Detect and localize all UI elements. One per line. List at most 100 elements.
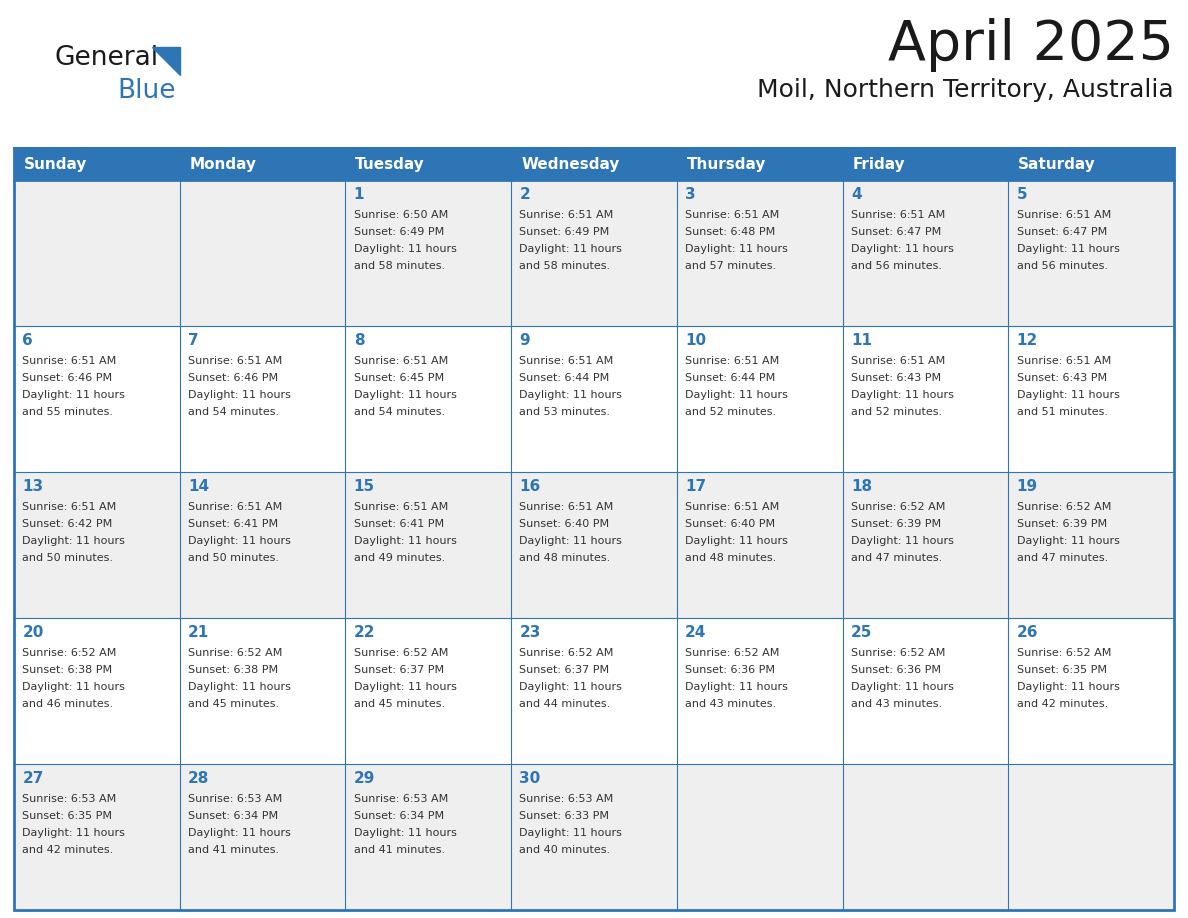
Text: Sunset: 6:39 PM: Sunset: 6:39 PM (851, 519, 941, 529)
Text: and 58 minutes.: and 58 minutes. (354, 261, 444, 271)
Text: Sunrise: 6:51 AM: Sunrise: 6:51 AM (1017, 356, 1111, 366)
Text: 4: 4 (851, 187, 861, 202)
Text: Sunset: 6:43 PM: Sunset: 6:43 PM (851, 373, 941, 383)
Text: 23: 23 (519, 625, 541, 640)
Text: Sunrise: 6:51 AM: Sunrise: 6:51 AM (23, 502, 116, 512)
Text: and 45 minutes.: and 45 minutes. (188, 699, 279, 709)
Text: and 56 minutes.: and 56 minutes. (1017, 261, 1107, 271)
Text: Sunset: 6:41 PM: Sunset: 6:41 PM (354, 519, 444, 529)
Text: Sunset: 6:47 PM: Sunset: 6:47 PM (851, 227, 941, 237)
Text: and 40 minutes.: and 40 minutes. (519, 845, 611, 855)
Text: Daylight: 11 hours: Daylight: 11 hours (354, 536, 456, 546)
Text: and 48 minutes.: and 48 minutes. (519, 553, 611, 563)
Text: Sunrise: 6:51 AM: Sunrise: 6:51 AM (23, 356, 116, 366)
Text: and 47 minutes.: and 47 minutes. (851, 553, 942, 563)
Text: 2: 2 (519, 187, 530, 202)
Text: Sunrise: 6:53 AM: Sunrise: 6:53 AM (23, 794, 116, 804)
Text: Sunrise: 6:51 AM: Sunrise: 6:51 AM (685, 502, 779, 512)
Text: Sunrise: 6:51 AM: Sunrise: 6:51 AM (851, 210, 946, 220)
Text: Daylight: 11 hours: Daylight: 11 hours (685, 682, 788, 692)
Text: Moil, Northern Territory, Australia: Moil, Northern Territory, Australia (758, 78, 1174, 102)
Text: Sunset: 6:39 PM: Sunset: 6:39 PM (1017, 519, 1107, 529)
FancyBboxPatch shape (511, 148, 677, 180)
Text: Daylight: 11 hours: Daylight: 11 hours (519, 682, 623, 692)
Text: Daylight: 11 hours: Daylight: 11 hours (1017, 536, 1119, 546)
Text: and 43 minutes.: and 43 minutes. (685, 699, 776, 709)
Text: Sunset: 6:48 PM: Sunset: 6:48 PM (685, 227, 776, 237)
Text: Sunrise: 6:51 AM: Sunrise: 6:51 AM (519, 356, 614, 366)
Text: Sunrise: 6:52 AM: Sunrise: 6:52 AM (685, 648, 779, 658)
Text: and 42 minutes.: and 42 minutes. (1017, 699, 1108, 709)
Text: Sunset: 6:33 PM: Sunset: 6:33 PM (519, 811, 609, 821)
Text: and 53 minutes.: and 53 minutes. (519, 407, 611, 417)
Text: Daylight: 11 hours: Daylight: 11 hours (519, 390, 623, 400)
Text: and 47 minutes.: and 47 minutes. (1017, 553, 1108, 563)
Text: and 55 minutes.: and 55 minutes. (23, 407, 113, 417)
Text: Daylight: 11 hours: Daylight: 11 hours (851, 390, 954, 400)
Text: 22: 22 (354, 625, 375, 640)
Text: Sunrise: 6:51 AM: Sunrise: 6:51 AM (354, 356, 448, 366)
Text: Daylight: 11 hours: Daylight: 11 hours (1017, 682, 1119, 692)
Text: 30: 30 (519, 771, 541, 786)
Text: and 58 minutes.: and 58 minutes. (519, 261, 611, 271)
Text: Sunrise: 6:52 AM: Sunrise: 6:52 AM (23, 648, 116, 658)
Text: and 54 minutes.: and 54 minutes. (188, 407, 279, 417)
Text: and 46 minutes.: and 46 minutes. (23, 699, 113, 709)
Text: Sunset: 6:37 PM: Sunset: 6:37 PM (519, 665, 609, 675)
Text: 11: 11 (851, 333, 872, 348)
Text: 27: 27 (23, 771, 44, 786)
FancyBboxPatch shape (14, 472, 1174, 618)
Text: and 51 minutes.: and 51 minutes. (1017, 407, 1107, 417)
Text: and 45 minutes.: and 45 minutes. (354, 699, 444, 709)
Text: Sunrise: 6:51 AM: Sunrise: 6:51 AM (685, 356, 779, 366)
Text: and 56 minutes.: and 56 minutes. (851, 261, 942, 271)
Text: Thursday: Thursday (687, 156, 766, 172)
Text: Daylight: 11 hours: Daylight: 11 hours (851, 536, 954, 546)
Text: Sunrise: 6:51 AM: Sunrise: 6:51 AM (188, 502, 283, 512)
Text: 19: 19 (1017, 479, 1037, 494)
Text: Sunrise: 6:51 AM: Sunrise: 6:51 AM (851, 356, 946, 366)
Text: Daylight: 11 hours: Daylight: 11 hours (188, 390, 291, 400)
FancyBboxPatch shape (346, 148, 511, 180)
Text: Wednesday: Wednesday (522, 156, 619, 172)
Text: 20: 20 (23, 625, 44, 640)
Text: 16: 16 (519, 479, 541, 494)
Text: 12: 12 (1017, 333, 1038, 348)
Text: and 50 minutes.: and 50 minutes. (188, 553, 279, 563)
Text: 1: 1 (354, 187, 365, 202)
Text: Daylight: 11 hours: Daylight: 11 hours (188, 536, 291, 546)
Text: Sunset: 6:34 PM: Sunset: 6:34 PM (188, 811, 278, 821)
Text: 7: 7 (188, 333, 198, 348)
Text: and 41 minutes.: and 41 minutes. (188, 845, 279, 855)
FancyBboxPatch shape (14, 764, 1174, 910)
Text: 15: 15 (354, 479, 375, 494)
Text: Sunset: 6:40 PM: Sunset: 6:40 PM (519, 519, 609, 529)
Text: General: General (55, 45, 159, 71)
Text: Daylight: 11 hours: Daylight: 11 hours (519, 536, 623, 546)
Text: and 54 minutes.: and 54 minutes. (354, 407, 444, 417)
Text: and 52 minutes.: and 52 minutes. (851, 407, 942, 417)
Text: Sunset: 6:46 PM: Sunset: 6:46 PM (23, 373, 113, 383)
Text: Sunset: 6:38 PM: Sunset: 6:38 PM (188, 665, 278, 675)
Text: Sunset: 6:34 PM: Sunset: 6:34 PM (354, 811, 444, 821)
Text: Sunrise: 6:53 AM: Sunrise: 6:53 AM (519, 794, 614, 804)
FancyBboxPatch shape (1009, 148, 1174, 180)
Text: Daylight: 11 hours: Daylight: 11 hours (851, 244, 954, 254)
Text: Daylight: 11 hours: Daylight: 11 hours (519, 244, 623, 254)
Text: 10: 10 (685, 333, 707, 348)
FancyBboxPatch shape (14, 180, 1174, 326)
Text: and 52 minutes.: and 52 minutes. (685, 407, 776, 417)
Text: and 42 minutes.: and 42 minutes. (23, 845, 114, 855)
Text: Daylight: 11 hours: Daylight: 11 hours (354, 390, 456, 400)
Text: Sunset: 6:49 PM: Sunset: 6:49 PM (519, 227, 609, 237)
Text: Sunrise: 6:53 AM: Sunrise: 6:53 AM (354, 794, 448, 804)
Text: Sunset: 6:41 PM: Sunset: 6:41 PM (188, 519, 278, 529)
Text: Blue: Blue (116, 78, 176, 104)
Text: 25: 25 (851, 625, 872, 640)
Polygon shape (152, 47, 181, 75)
Text: Sunrise: 6:53 AM: Sunrise: 6:53 AM (188, 794, 283, 804)
Text: 26: 26 (1017, 625, 1038, 640)
Text: Sunrise: 6:51 AM: Sunrise: 6:51 AM (685, 210, 779, 220)
Text: 29: 29 (354, 771, 375, 786)
Text: Sunset: 6:40 PM: Sunset: 6:40 PM (685, 519, 776, 529)
